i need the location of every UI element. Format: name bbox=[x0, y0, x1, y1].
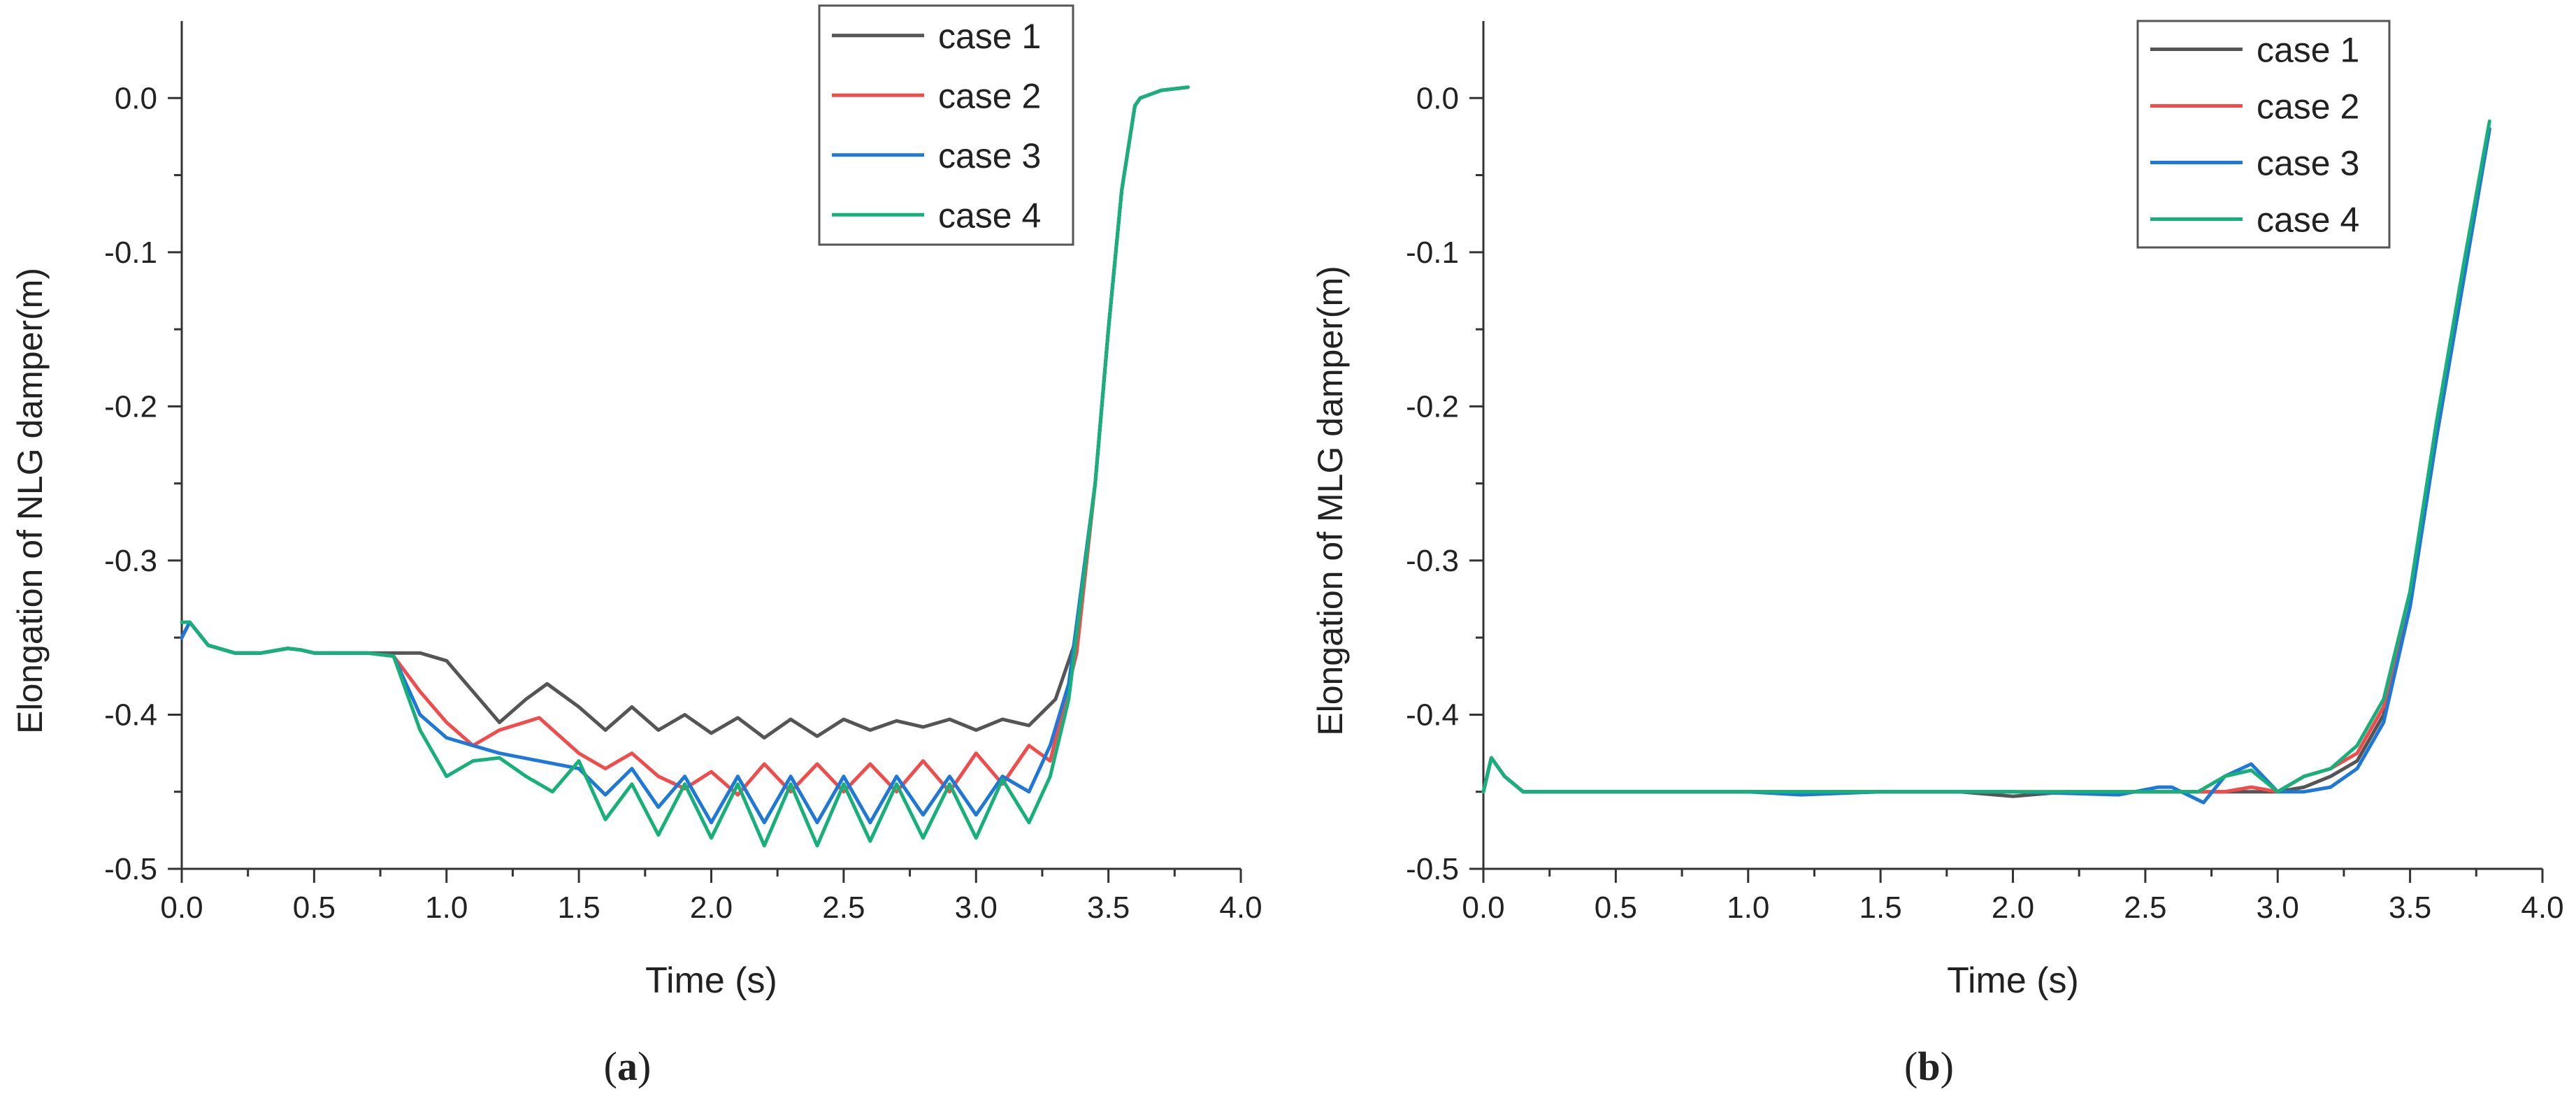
x-tick-label: 3.0 bbox=[2257, 891, 2299, 925]
x-tick-label: 1.5 bbox=[558, 891, 600, 925]
x-tick-label: 0.0 bbox=[160, 891, 203, 925]
x-tick-label: 2.5 bbox=[822, 891, 865, 925]
y-tick-label: -0.1 bbox=[1406, 236, 1459, 270]
legend-entry: case 4 bbox=[938, 196, 1041, 235]
y-tick-label: -0.5 bbox=[1406, 852, 1459, 886]
legend: case 1 case 2 case 3 case 4 bbox=[818, 4, 1074, 246]
y-tick-label: -0.5 bbox=[104, 852, 157, 886]
x-tick-label: 2.0 bbox=[690, 891, 733, 925]
legend-entry: case 3 bbox=[938, 136, 1041, 175]
y-tick-label: -0.1 bbox=[104, 236, 157, 270]
x-tick-label: 2.0 bbox=[1992, 891, 2034, 925]
legend-entry: case 2 bbox=[2257, 87, 2359, 127]
y-axis-label: Elongation of MLG damper(m) bbox=[1311, 266, 1350, 736]
y-tick-label: -0.2 bbox=[1406, 389, 1459, 424]
y-tick-label: -0.3 bbox=[1406, 544, 1459, 578]
legend-entry: case 2 bbox=[938, 76, 1041, 115]
x-tick-label: 1.5 bbox=[1859, 891, 1902, 925]
x-tick-label: 1.0 bbox=[1727, 891, 1769, 925]
y-tick-label: -0.4 bbox=[1406, 698, 1459, 732]
x-tick-label: 0.0 bbox=[1462, 891, 1504, 925]
x-tick-label: 4.0 bbox=[2521, 891, 2563, 925]
legend-entry: case 1 bbox=[2257, 31, 2359, 70]
panel-b-mlg-damper-chart: 0.0 0.5 1.0 1.5 2.0 2.5 3.0 3.5 4.0 0.0 -0.1 -0.2 -0… bbox=[1311, 20, 2564, 1089]
x-tick-label: 3.5 bbox=[1087, 891, 1130, 925]
x-tick-label: 2.5 bbox=[2124, 891, 2166, 925]
panel-label: (a) bbox=[604, 1044, 652, 1089]
y-tick-label: 0.0 bbox=[1416, 81, 1459, 115]
series-line-case-4 bbox=[1481, 119, 2491, 794]
x-axis-label: Time (s) bbox=[645, 960, 777, 1001]
x-tick-label: 0.5 bbox=[293, 891, 336, 925]
panel-label: (b) bbox=[1904, 1044, 1954, 1089]
y-tick-label: -0.4 bbox=[104, 698, 157, 732]
legend-entry: case 3 bbox=[2257, 144, 2359, 183]
x-tick-label: 4.0 bbox=[1219, 891, 1262, 925]
y-tick-label: -0.3 bbox=[104, 544, 157, 578]
x-tick-label: 0.5 bbox=[1595, 891, 1637, 925]
y-tick-label: 0.0 bbox=[115, 81, 157, 115]
legend-box bbox=[818, 4, 1074, 246]
legend-entry: case 4 bbox=[2257, 201, 2359, 240]
y-tick-label: -0.2 bbox=[104, 389, 157, 424]
x-tick-label: 3.5 bbox=[2389, 891, 2431, 925]
y-axis-label: Elongation of NLG damper(m) bbox=[10, 268, 50, 734]
panel-a-nlg-damper-chart: 0.0 0.5 1.0 1.5 2.0 2.5 3.0 3.5 4.0 0.0 -0.1 -0.2 -0… bbox=[10, 4, 1262, 1089]
series-line-case-4 bbox=[180, 85, 1190, 848]
x-tick-label: 3.0 bbox=[955, 891, 998, 925]
legend: case 1 case 2 case 3 case 4 bbox=[2136, 20, 2391, 249]
legend-entry: case 1 bbox=[938, 17, 1041, 56]
x-axis-label: Time (s) bbox=[1947, 960, 2079, 1001]
legend-box bbox=[2136, 20, 2391, 249]
x-tick-label: 1.0 bbox=[425, 891, 468, 925]
